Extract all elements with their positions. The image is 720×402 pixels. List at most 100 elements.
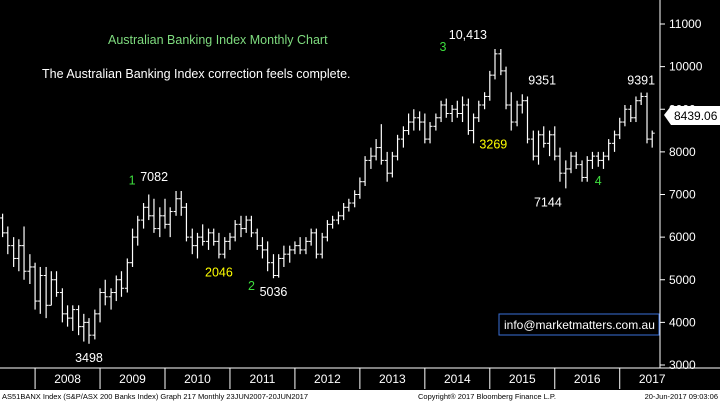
ohlc-bar bbox=[644, 92, 650, 144]
ohlc-bar bbox=[438, 100, 444, 123]
annotation-yellow: 2046 bbox=[205, 265, 233, 279]
ohlc-bar bbox=[200, 224, 206, 246]
ohlc-bar bbox=[108, 288, 114, 310]
footer-copyright: Copyright® 2017 Bloomberg Finance L.P. bbox=[418, 392, 556, 401]
ohlc-bar bbox=[135, 215, 141, 246]
annotation-green: 4 bbox=[595, 174, 602, 188]
ohlc-bar bbox=[146, 194, 152, 221]
ohlc-bar bbox=[281, 245, 287, 267]
x-tick-label: 2017 bbox=[639, 372, 666, 386]
ohlc-bar bbox=[638, 92, 644, 105]
ohlc-bar bbox=[557, 147, 563, 182]
ohlc-bar bbox=[222, 237, 228, 259]
ohlc-bar bbox=[313, 228, 319, 259]
ohlc-bar bbox=[498, 49, 504, 76]
ohlc-bars bbox=[0, 49, 655, 344]
ohlc-bar bbox=[584, 156, 590, 182]
ohlc-bar bbox=[530, 130, 536, 161]
ohlc-bar bbox=[633, 96, 639, 123]
last-value-marker bbox=[664, 106, 720, 125]
ohlc-bar bbox=[157, 207, 163, 238]
ohlc-bar bbox=[70, 305, 76, 331]
footer-timestamp: 20-Jun-2017 09:03:06 bbox=[645, 392, 718, 401]
ohlc-bar bbox=[514, 100, 520, 127]
ohlc-bar bbox=[341, 203, 347, 221]
x-tick-label: 2008 bbox=[54, 372, 81, 386]
ohlc-bar bbox=[43, 266, 49, 319]
website-text: info@marketmatters.com.au bbox=[504, 318, 655, 332]
ohlc-bar bbox=[308, 228, 314, 246]
ohlc-bar bbox=[454, 100, 460, 118]
ohlc-bar bbox=[378, 124, 384, 165]
ohlc-bar bbox=[417, 111, 423, 131]
x-tick-label: 2010 bbox=[184, 372, 211, 386]
ohlc-bar bbox=[21, 226, 27, 280]
x-axis: 2008 2009 2010 2011 2012 2013 2014 2015 2016 2017 bbox=[0, 367, 720, 389]
website-box: info@marketmatters.com.au bbox=[498, 313, 660, 336]
ohlc-bar bbox=[54, 271, 60, 297]
y-tick-label: 6000 bbox=[669, 230, 696, 244]
annotation-yellow: 3269 bbox=[479, 138, 507, 152]
ohlc-bar bbox=[617, 117, 623, 140]
ohlc-bar bbox=[124, 258, 130, 293]
ohlc-bar bbox=[519, 94, 525, 114]
ohlc-bar bbox=[232, 220, 238, 242]
ohlc-bar bbox=[384, 151, 390, 182]
annotation-green: 1 bbox=[129, 174, 136, 188]
ohlc-bar bbox=[265, 241, 271, 272]
ohlc-bar bbox=[357, 177, 363, 199]
ohlc-bar bbox=[194, 232, 200, 259]
ohlc-bar bbox=[422, 113, 428, 144]
ohlc-bar bbox=[11, 237, 17, 267]
ohlc-bar bbox=[400, 126, 406, 148]
ohlc-bar bbox=[536, 130, 542, 165]
ohlc-bar bbox=[59, 288, 65, 323]
y-tick-label: 4000 bbox=[669, 315, 696, 329]
ohlc-bar bbox=[471, 113, 477, 144]
ohlc-bar bbox=[48, 271, 54, 306]
ohlc-bar bbox=[346, 198, 352, 212]
x-tick-label: 2015 bbox=[509, 372, 536, 386]
y-tick-label: 5000 bbox=[669, 273, 696, 287]
ohlc-bar bbox=[167, 207, 173, 238]
annotations: 3498 7082 5036 10,413 9351 7144 9391 1 2 3 4 2046 32… bbox=[75, 28, 655, 365]
ohlc-bar bbox=[389, 151, 395, 178]
footer-background bbox=[0, 390, 720, 402]
ohlc-bar bbox=[292, 241, 298, 255]
x-tick-label: 2016 bbox=[574, 372, 601, 386]
ohlc-bar bbox=[37, 266, 43, 314]
ohlc-bar bbox=[335, 211, 341, 225]
ohlc-bar bbox=[352, 190, 358, 208]
ohlc-bar bbox=[206, 228, 212, 250]
ohlc-bar bbox=[622, 104, 628, 127]
ohlc-bar bbox=[27, 254, 33, 285]
ohlc-bar bbox=[482, 92, 488, 110]
ohlc-bar bbox=[287, 245, 293, 263]
y-tick-label: 7000 bbox=[669, 188, 696, 202]
ohlc-bar bbox=[612, 130, 618, 152]
ohlc-bar bbox=[411, 109, 417, 131]
ohlc-bar bbox=[649, 130, 655, 148]
annotation-white: 9351 bbox=[528, 73, 556, 87]
ohlc-bar bbox=[427, 122, 433, 144]
ohlc-bar bbox=[173, 191, 179, 216]
x-tick-label: 2013 bbox=[379, 372, 406, 386]
ohlc-bar bbox=[547, 130, 553, 157]
ohlc-bar bbox=[330, 215, 336, 229]
ohlc-bar bbox=[254, 228, 260, 250]
annotation-white: 10,413 bbox=[449, 28, 487, 42]
annotation-white: 3498 bbox=[75, 351, 103, 365]
chart-title: Australian Banking Index Monthly Chart bbox=[108, 33, 328, 47]
ohlc-bar bbox=[297, 237, 303, 255]
x-tick-label: 2014 bbox=[444, 372, 471, 386]
x-tick-label: 2009 bbox=[119, 372, 146, 386]
ohlc-bar bbox=[151, 198, 157, 233]
ohlc-bar bbox=[118, 271, 124, 297]
ohlc-bar bbox=[503, 66, 509, 110]
annotation-green: 2 bbox=[248, 279, 255, 293]
ohlc-bar bbox=[227, 232, 233, 250]
ohlc-bar bbox=[373, 139, 379, 161]
ohlc-bar bbox=[563, 160, 569, 189]
